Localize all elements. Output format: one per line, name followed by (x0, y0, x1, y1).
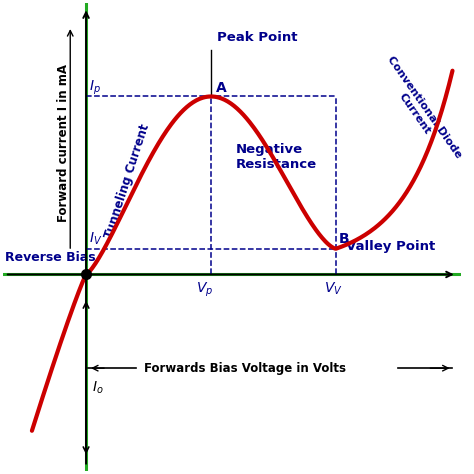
Text: $I_V$: $I_V$ (90, 231, 103, 247)
Text: $I_p$: $I_p$ (90, 79, 101, 97)
Text: B: B (339, 232, 350, 246)
Text: $I_o$: $I_o$ (92, 380, 104, 396)
Text: Forward current I in mA: Forward current I in mA (57, 64, 70, 222)
Text: Valley Point: Valley Point (346, 240, 436, 253)
Text: A: A (216, 81, 227, 95)
Text: Tunneling Current: Tunneling Current (103, 122, 152, 240)
Text: Forwards Bias Voltage in Volts: Forwards Bias Voltage in Volts (145, 362, 346, 374)
Text: $V_V$: $V_V$ (325, 280, 343, 297)
Text: Negative
Resistance: Negative Resistance (236, 143, 317, 172)
Text: $V_p$: $V_p$ (196, 281, 213, 299)
Text: Peak Point: Peak Point (217, 31, 298, 44)
Text: Reverse Bias: Reverse Bias (5, 251, 95, 264)
Text: Conventional Diode
Current: Conventional Diode Current (375, 55, 463, 167)
